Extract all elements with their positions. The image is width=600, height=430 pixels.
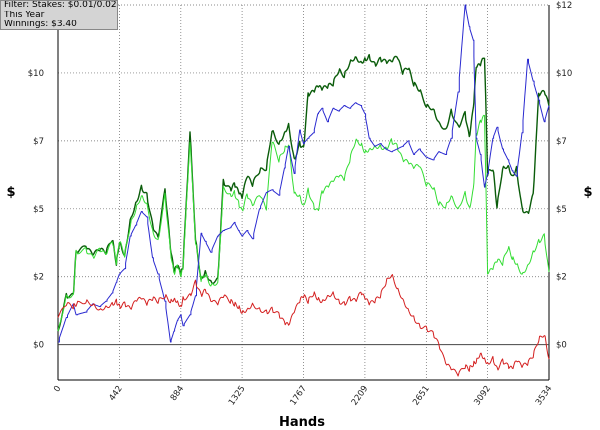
filter-info-box: Filter: Stakes: $0.01/0.02 NL This Year … [0,0,118,30]
y-tick-label-right: $10 [556,69,572,79]
y-tick-label-left: $10 [28,69,44,79]
x-tick-label: 3092 [472,384,493,407]
y-tick-label-left: $5 [33,205,44,215]
x-axis-title: Hands [279,415,325,430]
y-tick-label-right: $5 [556,205,567,215]
x-tick-label: 0 [52,384,63,394]
y-tick-label-right: $7 [556,137,567,147]
x-tick-label: 2651 [411,384,432,407]
filter-period-label: This Year [4,10,45,20]
dark-green-series-line [57,53,550,332]
filter-stakes-label: Filter: Stakes: $0.01/0.02 NL [4,1,117,10]
x-tick-label: 442 [107,384,125,403]
y-tick-label-right: $0 [556,341,567,351]
y-tick-label-left: $0 [33,341,44,351]
winnings-label: Winnings: $3.40 [4,20,77,30]
x-tick-label: 1767 [288,384,309,407]
chart-ticks: $0$0$2$2$5$5$7$7$10$10$12$12044288413251… [28,1,572,407]
chart-grid [58,4,549,380]
y-tick-label-left: $7 [33,137,44,147]
blue-series-line [58,4,550,343]
x-tick-label: 1325 [227,384,248,407]
y-tick-label-left: $2 [33,273,44,283]
chart-series [57,4,550,377]
x-tick-label: 2209 [350,384,371,407]
y-axis-title-left: $ [6,185,15,200]
chart-axes [57,5,550,381]
y-axis-title-right: $ [583,185,592,200]
y-tick-label-right: $2 [556,273,567,283]
red-series-line [57,274,550,377]
light-green-series-line [57,114,550,332]
x-tick-label: 3534 [534,384,555,407]
y-tick-label-right: $12 [556,1,572,11]
x-tick-label: 884 [169,384,187,403]
